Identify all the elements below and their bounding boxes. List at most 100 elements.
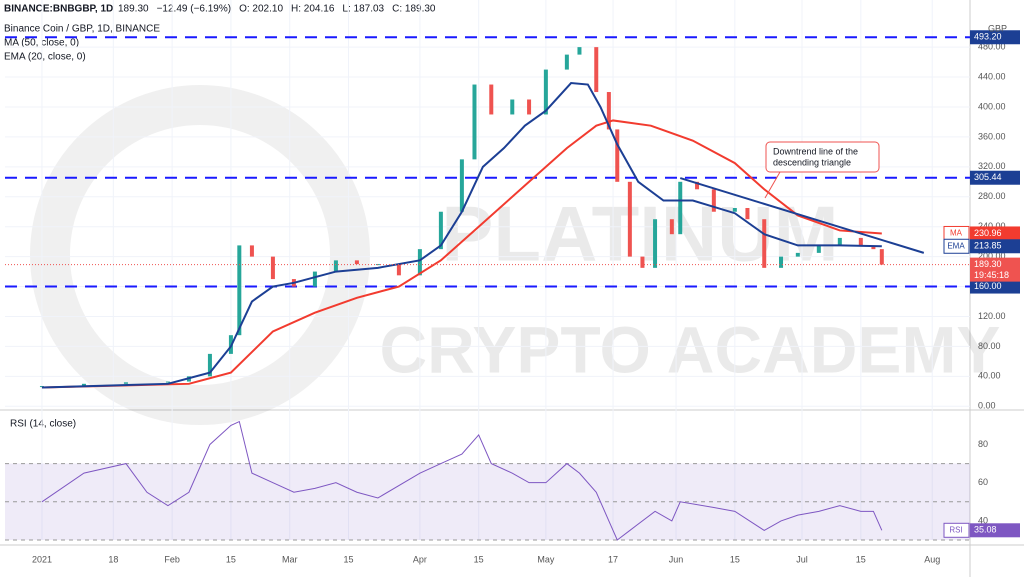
x-tick-label: 15 bbox=[226, 554, 236, 564]
watermark: PLATINUM bbox=[441, 190, 838, 278]
candle bbox=[81, 383, 86, 387]
candle bbox=[745, 207, 750, 220]
candle bbox=[123, 382, 128, 384]
tag-name-box bbox=[943, 238, 970, 254]
x-tick-label: Aug bbox=[924, 554, 940, 564]
candle bbox=[627, 181, 632, 257]
last-price: 189.30 bbox=[974, 259, 1002, 269]
candle bbox=[472, 84, 477, 160]
candle bbox=[779, 256, 784, 268]
candle bbox=[871, 245, 876, 250]
series-line bbox=[41, 420, 883, 541]
y-tick-label: 40.00 bbox=[978, 371, 1001, 381]
symbol: BINANCE:BNBGBP, 1D bbox=[4, 4, 113, 15]
tag-value: 35.08 bbox=[974, 525, 997, 535]
candle bbox=[333, 260, 338, 272]
candle bbox=[527, 99, 532, 115]
tag-name: EMA bbox=[947, 241, 965, 250]
header-last: 189.30 bbox=[118, 4, 149, 15]
y-tick-label: 440.00 bbox=[978, 71, 1006, 81]
x-tick-label: 15 bbox=[730, 554, 740, 564]
x-tick-label: May bbox=[537, 554, 555, 564]
candle bbox=[816, 245, 821, 253]
candle bbox=[577, 47, 582, 55]
y-tick-label: 400.00 bbox=[978, 101, 1006, 111]
tag-box bbox=[970, 226, 1020, 241]
x-tick-label: Feb bbox=[164, 554, 180, 564]
candle bbox=[669, 219, 674, 235]
last-price-box bbox=[970, 257, 1020, 282]
x-tick-label: Jul bbox=[796, 554, 808, 564]
x-tick-label: 15 bbox=[474, 554, 484, 564]
legend-rsi: RSI (14, close) bbox=[10, 419, 76, 430]
series-line bbox=[41, 119, 882, 389]
level-tag bbox=[970, 279, 1020, 294]
candle bbox=[207, 353, 212, 377]
level-label: 160.00 bbox=[974, 281, 1002, 291]
annotation: descending triangle bbox=[773, 157, 851, 167]
candle bbox=[837, 237, 842, 246]
candle bbox=[459, 159, 464, 212]
x-tick-label: 15 bbox=[856, 554, 866, 564]
x-tick-label: 18 bbox=[108, 554, 118, 564]
level-tag bbox=[970, 170, 1020, 185]
watermark-logo bbox=[30, 85, 370, 425]
series-line bbox=[41, 82, 882, 389]
y-tick-label: 320.00 bbox=[978, 161, 1006, 171]
candle bbox=[510, 99, 515, 115]
candle bbox=[489, 84, 494, 115]
candle bbox=[594, 47, 599, 93]
candle bbox=[396, 264, 401, 276]
annotation-box bbox=[765, 141, 880, 173]
tag-name-box bbox=[943, 522, 970, 538]
candle bbox=[711, 189, 716, 212]
header-open: O: 202.10 bbox=[239, 4, 283, 15]
candle bbox=[606, 92, 611, 130]
y-tick-label: 200.00 bbox=[978, 251, 1006, 261]
candle bbox=[879, 249, 884, 265]
y-tick-label: 240.00 bbox=[978, 221, 1006, 231]
y-tick-label: 480.00 bbox=[978, 42, 1006, 52]
candle bbox=[165, 381, 170, 383]
header-low: L: 187.03 bbox=[342, 4, 384, 15]
header-change: −12.49 (−6.19%) bbox=[157, 4, 232, 15]
level-label: 305.44 bbox=[974, 172, 1002, 182]
candle bbox=[653, 219, 658, 268]
candle bbox=[543, 69, 548, 115]
y-tick-label: 80.00 bbox=[978, 341, 1001, 351]
candle bbox=[615, 129, 620, 182]
x-tick-label: 2021 bbox=[32, 554, 52, 564]
countdown: 19:45:18 bbox=[974, 270, 1009, 280]
level-label: 493.20 bbox=[974, 32, 1002, 42]
y-tick-label: 0.00 bbox=[978, 401, 996, 411]
candle bbox=[417, 249, 422, 276]
y-tick-label: 280.00 bbox=[978, 191, 1006, 201]
x-tick-label: 15 bbox=[343, 554, 353, 564]
candle bbox=[249, 245, 254, 257]
trendline bbox=[679, 177, 925, 254]
candle bbox=[695, 181, 700, 190]
annotation: Downtrend line of the bbox=[773, 146, 858, 156]
candle bbox=[858, 237, 863, 246]
header-high: H: 204.16 bbox=[291, 4, 335, 15]
candle bbox=[795, 252, 800, 257]
tag-box bbox=[970, 239, 1020, 254]
x-tick-label: 17 bbox=[608, 554, 618, 564]
x-tick-label: Jun bbox=[669, 554, 684, 564]
candle bbox=[564, 54, 569, 70]
currency: GBP bbox=[988, 23, 1007, 33]
candle bbox=[237, 245, 242, 336]
tag-value: 213.85 bbox=[974, 241, 1002, 251]
legend-main: Binance Coin / GBP, 1D, BINANCE bbox=[4, 24, 160, 35]
tag-name: RSI bbox=[949, 525, 962, 534]
tag-box bbox=[970, 523, 1020, 538]
x-tick-label: Apr bbox=[413, 554, 427, 564]
candle bbox=[640, 256, 645, 268]
candle bbox=[678, 181, 683, 235]
candle bbox=[354, 260, 359, 265]
y-tick-label: 120.00 bbox=[978, 311, 1006, 321]
candle bbox=[732, 207, 737, 212]
